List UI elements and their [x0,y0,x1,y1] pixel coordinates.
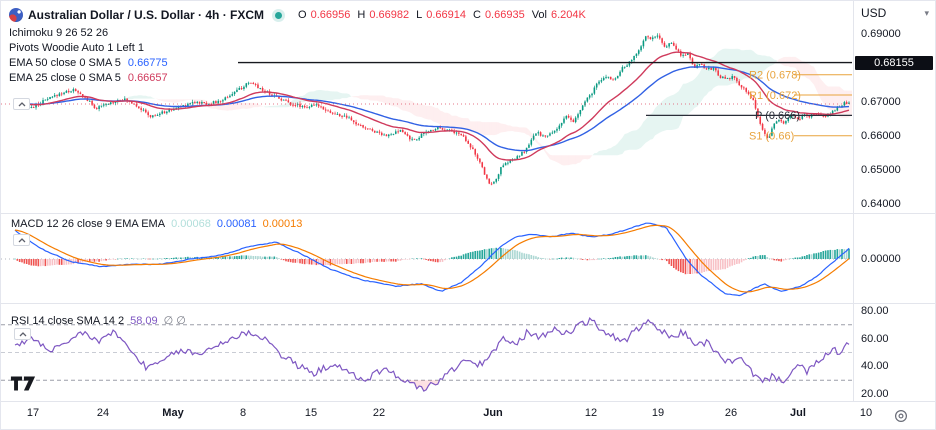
price-axis-label: 0.67000 [861,95,901,108]
pivot-label: R2 (0.678) [749,70,801,82]
macd-hist-value: 0.00068 [171,218,211,230]
macd-line [14,222,850,297]
tradingview-logo-icon [10,376,36,391]
open-value: 0.66956 [310,9,351,21]
pane-separators [1,1,935,402]
ema50-label: EMA 50 close 0 SMA 5 [9,56,121,69]
ichimoku-label: Ichimoku 9 26 52 26 [9,26,109,39]
time-axis-label: 10 [859,407,873,419]
price-axis-label: 0.65000 [861,163,901,176]
rsi-axis-label: 40.00 [861,360,889,373]
volume-label: Vol [531,9,547,21]
macd-axis-label: 0.00000 [861,253,901,265]
chevron-up-icon [19,331,26,336]
time-axis-label: 15 [304,407,318,419]
macd-pane [1,222,852,297]
tradingview-logo[interactable] [10,375,36,392]
rsi-legend[interactable]: RSI 14 close SMA 14 2 58.09 ∅ ∅ [11,314,186,328]
currency-label: USD [861,6,887,20]
close-label: C [472,9,481,21]
rsi-value: 58.09 [130,314,158,327]
price-axis-label: 0.64000 [861,197,901,210]
price-axis-label: 0.66000 [861,129,901,142]
ema25-value: 0.66657 [127,71,168,84]
main-legend: Australian Dollar / U.S. Dollar · 4h · F… [9,6,586,85]
time-axis-label: 22 [372,407,386,419]
volume-value: 6.204K [551,9,586,21]
symbol-title-row[interactable]: Australian Dollar / U.S. Dollar · 4h · F… [9,6,586,24]
macd-signal-line [14,224,850,293]
time-axis-label: 24 [96,407,110,419]
symbol-title[interactable]: Australian Dollar / U.S. Dollar · 4h · F… [28,8,265,22]
pivot-label: P (0.666) [755,110,800,122]
rsi-axis-label: 80.00 [861,305,889,317]
time-axis-label: 8 [239,407,247,419]
pivots-label: Pivots Woodie Auto 1 Left 1 [9,41,144,54]
time-axis-label: Jun [483,407,503,419]
pivot-label: R1 (0.672) [749,90,801,102]
high-value: 0.66982 [369,9,410,21]
rsi-oversold-fill [409,380,438,392]
macd-legend[interactable]: MACD 12 26 close 9 EMA EMA 0.00068 0.000… [11,218,302,230]
rsi-axis-label: 60.00 [861,332,889,345]
chevron-down-icon: ▾ [924,7,929,18]
time-axis-label: 17 [26,407,40,419]
legend-pivots[interactable]: Pivots Woodie Auto 1 Left 1 [9,40,144,55]
collapse-main-pane-button[interactable] [13,98,30,110]
time-axis-label: 19 [651,407,665,419]
price-axis-currency-button[interactable]: USD ▾ [861,6,929,20]
ohlc-values: O 0.66956 H 0.66982 L 0.66914 C 0.66935 Vol 6… [293,9,586,21]
rsi-label: RSI 14 close SMA 14 2 [11,314,125,327]
time-axis-label: 12 [584,407,598,419]
chevron-up-icon [18,237,25,242]
time-axis-label: 26 [724,407,738,419]
ichimoku-cloud [78,48,852,166]
low-value: 0.66914 [426,9,466,21]
ema25-line [15,51,850,161]
collapse-macd-pane-button[interactable] [13,234,30,246]
pivot-label: S1 (0.66) [749,131,794,143]
clock-icon [894,409,908,423]
legend-ema50[interactable]: EMA 50 close 0 SMA 5 0.66775 [9,55,168,70]
rsi-line [14,316,850,392]
rsi-axis-label: 20.00 [861,388,889,400]
chevron-up-icon [18,101,25,106]
ema25-label: EMA 25 close 0 SMA 5 [9,71,121,84]
high-label: H [357,9,366,21]
collapse-rsi-pane-button[interactable] [14,328,31,340]
timezone-clock-button[interactable] [894,409,908,423]
market-status-dot-icon[interactable] [275,11,283,19]
macd-label: MACD 12 26 close 9 EMA EMA [11,218,166,230]
macd-line-value: 0.00081 [216,218,257,230]
price-axis-label: 0.69000 [861,28,901,40]
legend-ichimoku[interactable]: Ichimoku 9 26 52 26 [9,25,108,40]
rsi-empty-values: ∅ ∅ [163,315,186,327]
open-label: O [298,9,307,21]
rsi-pane [1,316,852,392]
macd-signal-value: 0.00013 [262,218,303,230]
ema50-value: 0.66775 [127,56,168,69]
symbol-logo-icon [9,8,23,22]
time-axis[interactable]: 17 24 May 8 15 22 Jun 12 19 26 Jul 10 [1,402,935,429]
close-value: 0.66935 [484,9,525,21]
low-label: L [416,9,423,21]
legend-ema25[interactable]: EMA 25 close 0 SMA 5 0.66657 [9,70,168,85]
time-axis-label: Jul [790,407,806,419]
time-axis-label: May [162,407,184,419]
last-price-badge: 0.68155 [855,56,933,70]
